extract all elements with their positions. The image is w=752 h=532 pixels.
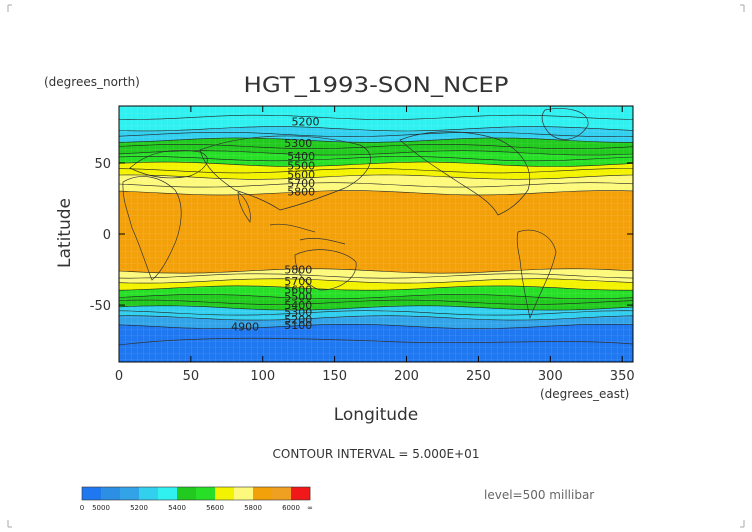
contour-line [119,324,633,329]
colorbar-swatch [253,487,273,500]
colorbar-swatch [82,487,102,500]
contour-line [119,161,633,167]
colorbar-tick-label: 5400 [168,504,186,512]
contour-line [119,126,633,132]
x-tick-label: 150 [322,369,347,384]
contour-lines [119,114,633,329]
x-units-label: (degrees_east) [540,387,629,401]
colorbar-swatch [272,487,292,500]
contour-line [119,114,633,120]
x-tick-label: 0 [115,369,123,384]
colorbar-tick-labels: 0 5000 5200 5400 5600 5800 6000 ∞ [80,504,313,512]
colorbar-swatch [215,487,235,500]
colorbar-frame [81,486,311,501]
coastline-antarctica [119,337,633,346]
contour-line [119,150,633,156]
contour-interval-text: CONTOUR INTERVAL = 5.000E+01 [273,447,480,461]
contour-line [119,285,633,291]
y-tick-label: 0 [103,228,111,243]
x-tick-label: 200 [394,369,419,384]
contour-line [119,143,633,149]
coastline-india [237,191,251,223]
colorbar-tick-label: 0 [80,504,84,512]
contour-label: 5300 [284,306,312,319]
contour-label: 5800 [287,185,315,198]
contour-label: 5700 [284,275,312,288]
contour-label: 5200 [292,116,320,129]
contour-label: 5800 [284,264,312,277]
colorbar-tick-label: 5600 [206,504,224,512]
contour-line [119,294,633,300]
colorbar-tick-label: 5800 [244,504,262,512]
level-text: level=500 millibar [484,488,594,502]
colorbar-swatch [158,487,178,500]
x-tick-label: 100 [250,369,275,384]
contour-line [119,182,633,188]
colorbar-swatch [196,487,216,500]
colorbar-swatch [101,487,121,500]
y-units-label: (degrees_north) [44,75,140,89]
crop-marks [7,4,745,528]
contour-label: 5400 [284,299,312,312]
coastline-africa [122,176,182,281]
contour-line [119,305,633,311]
contour-line [119,156,633,162]
colorbar-swatch [120,487,140,500]
colorbar-legend [81,486,311,501]
contour-line [119,137,633,143]
colorbar-swatch [139,487,159,500]
coastline-south-america [516,229,557,320]
coastline-europe [129,149,208,179]
contour-label: 5400 [287,150,315,163]
contour-line [119,268,633,274]
x-tick-label: 50 [183,369,200,384]
x-axis-label: Longitude [334,405,419,425]
contour-label: 5500 [287,160,315,173]
y-tick-label: -50 [90,299,111,314]
contour-line [119,299,633,305]
contour-line [119,278,633,284]
colorbar-tick-label: 6000 [282,504,300,512]
contour-line [119,168,633,174]
contour-label: 5500 [284,291,312,304]
contour-label: 5300 [284,137,312,150]
colorbar-swatch [177,487,197,500]
y-axis-label: Latitude [55,198,75,268]
colorbar-tick-label: 5200 [130,504,148,512]
x-axis-ticks: 0 50 100 150 200 250 300 350 [115,106,635,384]
colorbar-swatch [291,487,311,500]
contour-line [119,132,633,137]
contour-label: 5600 [284,284,312,297]
y-tick-label: 50 [94,157,111,172]
coastline-australia [294,249,357,291]
colorbar-swatch [234,487,254,500]
contour-line [119,273,633,279]
coastline-indonesia [269,223,346,245]
x-tick-label: 300 [538,369,563,384]
chart-title: HGT_1993-SON_NCEP [244,73,509,98]
contour-labels: 5200530054005500560057005800580057005600… [231,116,319,334]
colorbar-tick-label: ∞ [307,504,313,512]
y-axis-ticks: -50 0 50 [90,157,633,314]
contour-line [119,174,633,180]
coastline-greenland [541,108,589,140]
contour-label: 5600 [287,168,315,181]
colorbar-tick-label: 5000 [92,504,110,512]
contour-line [119,315,633,321]
coastline-asia [199,135,371,211]
contour-label: 4900 [231,320,259,333]
contour-line [119,310,633,316]
x-tick-label: 250 [466,369,491,384]
contour-label: 5200 [284,313,312,326]
contour-label: 5100 [284,319,312,332]
x-tick-label: 350 [610,369,635,384]
contour-label: 5700 [287,177,315,190]
contour-line [119,190,633,196]
